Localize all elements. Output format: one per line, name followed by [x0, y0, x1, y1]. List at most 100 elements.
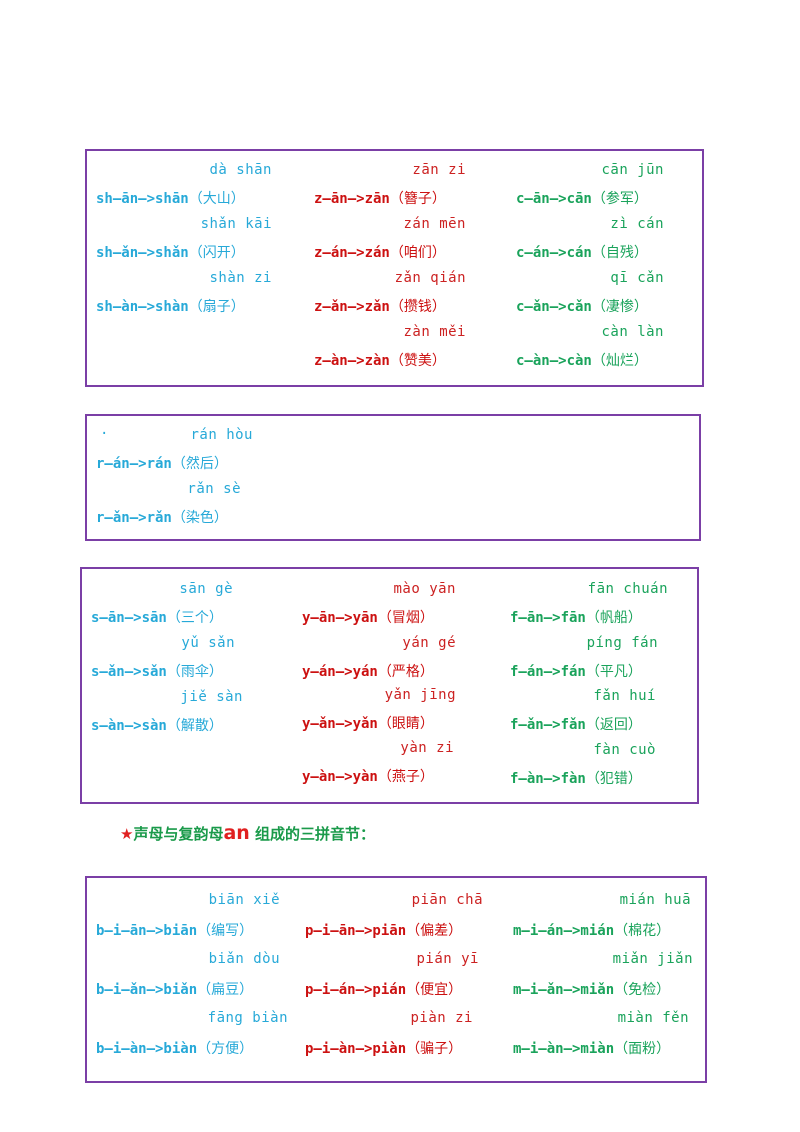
- pinyin-label: shàn zi: [209, 270, 272, 286]
- pinyin-label: mián huā: [619, 892, 691, 908]
- word-text: （参军）: [591, 191, 648, 207]
- spelling-line: c—àn—>càn（灿烂）: [516, 350, 648, 370]
- word-text: （凄惨）: [591, 299, 648, 315]
- word-text: （冒烟）: [377, 610, 434, 626]
- spelling-line: m—i—àn—>miàn（面粉）: [513, 1038, 670, 1058]
- spelling-line: c—ān—>cān（参军）: [516, 188, 648, 208]
- spelling-line: m—i—án—>mián（棉花）: [513, 920, 670, 940]
- word-text: （扇子）: [188, 299, 245, 315]
- pinyin-label: zǎn qián: [394, 270, 466, 286]
- word-text: （然后）: [171, 456, 228, 472]
- pinyin-label: yǎn jīng: [384, 687, 456, 703]
- spelling-line: c—án—>cán（自残）: [516, 242, 648, 262]
- pinyin-label: shǎn kāi: [200, 216, 272, 232]
- spelling-text: s—àn—>sàn: [91, 718, 167, 734]
- word-text: （免检）: [614, 982, 671, 998]
- spelling-text: sh—ǎn—>shǎn: [96, 245, 189, 261]
- pinyin-label: qī cǎn: [610, 270, 664, 286]
- spelling-text: z—ǎn—>zǎn: [314, 299, 390, 315]
- spelling-line: sh—àn—>shàn（扇子）: [96, 296, 245, 316]
- pinyin-label: rán hòu: [190, 427, 253, 443]
- pinyin-label: piàn zi: [410, 1010, 473, 1026]
- pinyin-label: fān chuán: [587, 581, 668, 597]
- spelling-line: b—i—àn—>biàn（方便）: [96, 1038, 253, 1058]
- spelling-text: z—án—>zán: [314, 245, 390, 261]
- spelling-text: c—án—>cán: [516, 245, 592, 261]
- spelling-line: z—án—>zán（咱们）: [314, 242, 446, 262]
- spelling-line: f—ǎn—>fǎn（返回）: [510, 714, 642, 734]
- spelling-line: f—àn—>fàn（犯错）: [510, 768, 642, 788]
- pinyin-label: yán gé: [402, 635, 456, 651]
- word-text: （三个）: [166, 610, 223, 626]
- heading-text-after: 组成的三拼音节：: [249, 825, 376, 843]
- pinyin-label: biǎn dòu: [208, 951, 280, 967]
- spelling-line: b—i—ǎn—>biǎn（扁豆）: [96, 979, 253, 999]
- pinyin-label: dà shān: [209, 162, 272, 178]
- word-text: （平凡）: [585, 664, 642, 680]
- spelling-text: c—ǎn—>cǎn: [516, 299, 592, 315]
- spelling-line: b—i—ān—>biān（编写）: [96, 920, 253, 940]
- word-text: （严格）: [377, 664, 434, 680]
- spelling-text: y—ān—>yān: [302, 610, 378, 626]
- word-text: （闪开）: [188, 245, 245, 261]
- word-text: （自残）: [591, 245, 648, 261]
- spelling-text: f—àn—>fàn: [510, 771, 586, 787]
- section-box-sh-z-c: [85, 149, 704, 387]
- spelling-line: y—ān—>yān（冒烟）: [302, 607, 434, 627]
- pinyin-label: fàn cuò: [593, 742, 656, 758]
- spelling-text: b—i—ān—>biān: [96, 923, 198, 939]
- spelling-text: c—ān—>cān: [516, 191, 592, 207]
- pinyin-label: yàn zi: [400, 740, 454, 756]
- spelling-text: sh—àn—>shàn: [96, 299, 189, 315]
- section-box-s-y-f: [80, 567, 699, 804]
- word-text: （灿烂）: [591, 353, 648, 369]
- spelling-text: p—i—àn—>piàn: [305, 1041, 407, 1057]
- pinyin-label: biān xiě: [208, 892, 280, 908]
- bullet-dot: ·: [100, 426, 109, 442]
- pinyin-label: píng fán: [586, 635, 658, 651]
- spelling-line: y—ǎn—>yǎn（眼睛）: [302, 713, 434, 733]
- spelling-text: s—ān—>sān: [91, 610, 167, 626]
- spelling-text: b—i—àn—>biàn: [96, 1041, 198, 1057]
- spelling-line: sh—ān—>shān（大山）: [96, 188, 245, 208]
- spelling-line: c—ǎn—>cǎn（凄惨）: [516, 296, 648, 316]
- section-box-triple: [85, 876, 707, 1083]
- spelling-text: r—án—>rán: [96, 456, 172, 472]
- word-text: （染色）: [171, 510, 228, 526]
- spelling-text: m—i—àn—>miàn: [513, 1041, 615, 1057]
- word-text: （燕子）: [377, 769, 434, 785]
- word-text: （扁豆）: [197, 982, 254, 998]
- word-text: （眼睛）: [377, 716, 434, 732]
- pinyin-label: zán mēn: [403, 216, 466, 232]
- pinyin-label: zān zi: [412, 162, 466, 178]
- spelling-line: y—án—>yán（严格）: [302, 661, 434, 681]
- heading-an: an: [223, 822, 250, 844]
- word-text: （帆船）: [585, 610, 642, 626]
- spelling-line: z—àn—>zàn（赞美）: [314, 350, 446, 370]
- word-text: （便宜）: [406, 982, 463, 998]
- spelling-line: m—i—ǎn—>miǎn（免检）: [513, 979, 670, 999]
- spelling-text: c—àn—>càn: [516, 353, 592, 369]
- word-text: （骗子）: [406, 1041, 463, 1057]
- pinyin-label: fǎn huí: [593, 688, 656, 704]
- spelling-text: b—i—ǎn—>biǎn: [96, 982, 198, 998]
- word-text: （棉花）: [614, 923, 671, 939]
- section-heading: ★声母与复韵母an 组成的三拼音节：: [120, 822, 375, 844]
- spelling-text: m—i—ǎn—>miǎn: [513, 982, 615, 998]
- spelling-line: y—àn—>yàn（燕子）: [302, 766, 434, 786]
- pinyin-label: sān gè: [179, 581, 233, 597]
- spelling-text: r—ǎn—>rǎn: [96, 510, 172, 526]
- word-text: （雨伞）: [166, 664, 223, 680]
- spelling-line: s—ān—>sān（三个）: [91, 607, 223, 627]
- pinyin-label: cān jūn: [601, 162, 664, 178]
- word-text: （大山）: [188, 191, 245, 207]
- spelling-text: y—án—>yán: [302, 664, 378, 680]
- pinyin-label: mào yān: [393, 581, 456, 597]
- star-icon: ★: [120, 825, 134, 843]
- pinyin-label: pián yī: [416, 951, 479, 967]
- pinyin-label: miǎn jiǎn: [612, 951, 693, 967]
- spelling-line: z—ǎn—>zǎn（攒钱）: [314, 296, 446, 316]
- word-text: （编写）: [197, 923, 254, 939]
- pinyin-label: yǔ sǎn: [181, 635, 235, 651]
- spelling-text: y—ǎn—>yǎn: [302, 716, 378, 732]
